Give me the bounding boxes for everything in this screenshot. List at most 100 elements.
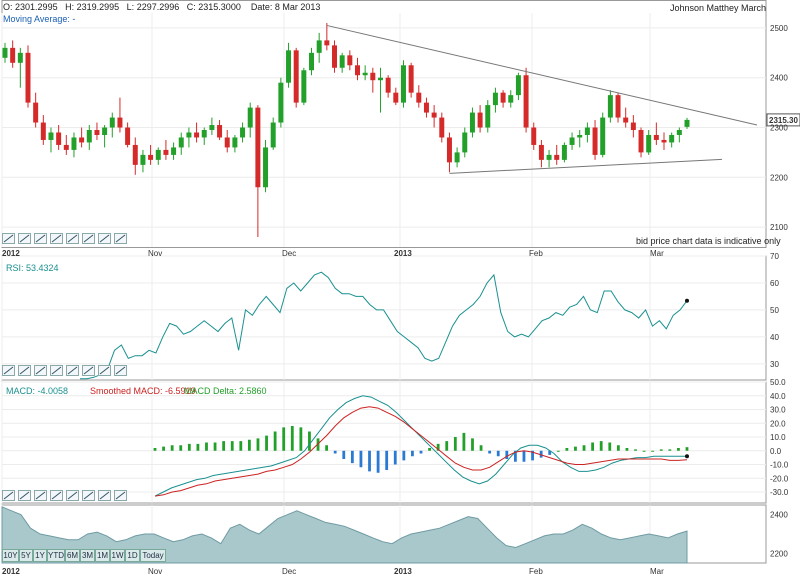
range-button-6m[interactable]: 6M	[65, 549, 80, 562]
fib-tool-icon[interactable]	[34, 365, 47, 376]
macd-delta-bar	[479, 445, 483, 451]
wave-tool-icon[interactable]	[98, 365, 111, 376]
price-panel[interactable]: 2315.30	[2, 22, 800, 238]
macd-delta-bar	[393, 450, 397, 465]
candle-body	[71, 137, 77, 150]
open-value: 2301.2995	[15, 2, 58, 12]
arrow-up-tool-icon[interactable]	[66, 490, 79, 501]
candle-body	[554, 154, 560, 160]
arrow-up-tool-icon[interactable]	[66, 233, 79, 244]
ray-tool-icon[interactable]	[18, 233, 31, 244]
arrow-down-tool-icon[interactable]	[82, 490, 95, 501]
candle-body	[339, 55, 345, 68]
candle-body	[577, 134, 583, 138]
candle-body	[592, 127, 598, 155]
arc-tool-icon[interactable]	[114, 233, 127, 244]
macd-delta-bar	[222, 441, 226, 451]
grid-lines	[1, 13, 766, 563]
range-button-1m[interactable]: 1M	[95, 549, 110, 562]
candle-body	[148, 154, 154, 160]
overview-panel[interactable]	[1, 506, 688, 564]
candle-body	[301, 70, 307, 103]
macd-delta-bar	[668, 449, 672, 451]
candle-body	[316, 40, 322, 53]
range-button-1y[interactable]: 1Y	[33, 549, 47, 562]
fib-tool-icon[interactable]	[34, 233, 47, 244]
arrow-down-tool-icon[interactable]	[82, 365, 95, 376]
candle-body	[247, 107, 253, 128]
range-button-today[interactable]: Today	[140, 549, 166, 562]
candle-body	[377, 77, 383, 81]
ray-tool-icon[interactable]	[18, 365, 31, 376]
candle-body	[140, 154, 146, 165]
x-tick-label: 2013	[394, 249, 412, 258]
line-tool-icon[interactable]	[2, 233, 15, 244]
trendline-lower	[449, 158, 723, 174]
arrow-down-tool-icon[interactable]	[82, 233, 95, 244]
low-value: 2297.2996	[136, 2, 180, 12]
fib-tool-icon[interactable]	[34, 490, 47, 501]
macd-delta-bar	[308, 431, 311, 451]
line-tool-icon[interactable]	[2, 490, 15, 501]
trendline-upper	[326, 24, 758, 126]
price-frame	[1, 0, 767, 248]
candle-body	[263, 147, 269, 188]
candle-body	[400, 65, 406, 103]
channel-tool-icon[interactable]	[50, 365, 63, 376]
arc-tool-icon[interactable]	[114, 490, 127, 501]
macd-panel[interactable]: MACD: -4.0058 Smoothed MACD: -6.5919MACD …	[6, 386, 689, 497]
candle-body	[661, 139, 667, 143]
arrow-up-tool-icon[interactable]	[66, 365, 79, 376]
macd-delta-bar	[625, 448, 629, 451]
wave-tool-icon[interactable]	[98, 490, 111, 501]
candle-body	[439, 117, 445, 138]
macd-delta-bar	[685, 447, 689, 451]
candle-body	[684, 119, 690, 127]
smoothed-macd-label: Smoothed MACD: -6.5919	[90, 386, 196, 396]
candle-body	[94, 130, 100, 135]
range-button-ytd[interactable]: YTD	[47, 549, 65, 562]
channel-tool-icon[interactable]	[50, 233, 63, 244]
candle-body	[523, 75, 529, 128]
indicative-notice: bid price chart data is indicative only	[636, 236, 781, 246]
candle-body	[186, 132, 192, 138]
macd-delta-bar	[205, 442, 208, 451]
date-value: 8 Mar 2013	[274, 2, 321, 12]
wave-tool-icon[interactable]	[98, 233, 111, 244]
channel-tool-icon[interactable]	[50, 490, 63, 501]
range-button-1w[interactable]: 1W	[110, 549, 125, 562]
macd-delta-bar	[230, 441, 234, 451]
candle-body	[40, 122, 46, 140]
candle-body	[538, 144, 544, 160]
range-button-1d[interactable]: 1D	[125, 549, 140, 562]
line-tool-icon[interactable]	[2, 365, 15, 376]
candle-body	[485, 105, 491, 128]
candle-body	[492, 92, 498, 106]
macd-label: MACD: -4.0058	[6, 386, 68, 396]
candle-body	[132, 144, 138, 165]
moving-average-label[interactable]: Moving Average: -	[3, 14, 76, 24]
candle-body	[171, 147, 177, 155]
candle-body	[607, 95, 613, 118]
close-value: 2315.3000	[198, 2, 241, 12]
rsi-y-tick: 70	[770, 252, 779, 261]
candle-body	[240, 127, 246, 138]
candle-body	[355, 65, 360, 76]
range-button-10y[interactable]: 10Y	[2, 549, 19, 562]
arc-tool-icon[interactable]	[114, 365, 127, 376]
candle-body	[446, 137, 452, 163]
candle-body	[669, 134, 675, 143]
candle-body	[109, 117, 115, 128]
candle-body	[431, 112, 437, 118]
rsi-panel[interactable]: RSI: 53.4324	[6, 263, 689, 380]
range-button-3m[interactable]: 3M	[80, 549, 95, 562]
x-tick-label: 2012	[2, 249, 20, 258]
ray-tool-icon[interactable]	[18, 490, 31, 501]
macd-delta-bar	[616, 445, 620, 451]
range-button-5y[interactable]: 5Y	[19, 549, 33, 562]
candle-body	[462, 132, 468, 153]
candle-body	[569, 137, 575, 145]
macd-delta-bar	[608, 442, 612, 451]
macd-delta-bar	[659, 449, 663, 451]
candle-body	[393, 92, 399, 103]
